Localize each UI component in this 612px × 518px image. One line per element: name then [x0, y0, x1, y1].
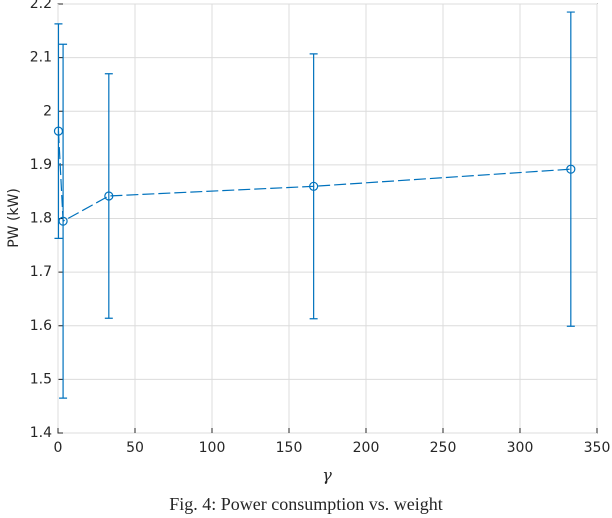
y-tick-label: 1.8 [30, 211, 52, 227]
y-tick-label: 2 [43, 103, 52, 119]
error-bar [59, 43, 68, 399]
y-tick-label: 2.1 [30, 50, 52, 66]
caption: Fig. 4: Power consumption vs. weight [169, 494, 443, 514]
y-tick-label: 1.6 [30, 318, 52, 334]
y-tick-label: 2.2 [30, 0, 52, 12]
x-tick-label: 150 [276, 440, 303, 456]
y-axis-label: PW (kW) [6, 188, 22, 248]
y-tick-label: 1.4 [30, 425, 52, 441]
x-axis-label: γ [322, 466, 332, 485]
data-point [566, 164, 576, 174]
x-tick-label: 0 [54, 440, 63, 456]
x-tick-label: 100 [199, 440, 226, 456]
error-bar [309, 53, 318, 320]
x-tick-label: 200 [353, 440, 380, 456]
y-tick-label: 1.5 [30, 371, 52, 387]
data-point [309, 181, 319, 191]
y-tick-label: 1.9 [30, 157, 52, 173]
data-point [53, 126, 64, 136]
error-bar [566, 11, 575, 327]
data-point [58, 216, 68, 226]
series-line [57, 131, 571, 223]
x-tick-label: 300 [507, 440, 534, 456]
error-bar [104, 73, 113, 319]
data-point [104, 191, 114, 201]
x-tick-label: 50 [126, 440, 144, 456]
x-tick-label: 250 [430, 440, 457, 456]
error-bar [54, 23, 63, 239]
x-tick-label: 350 [584, 440, 611, 456]
y-tick-label: 1.7 [30, 264, 52, 280]
